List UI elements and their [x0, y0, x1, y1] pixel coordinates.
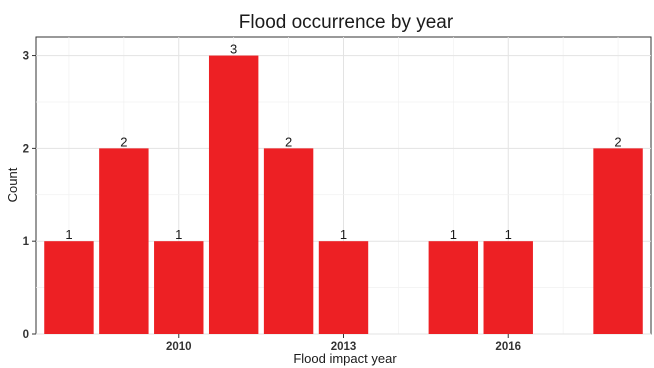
- data-label: 1: [450, 227, 457, 242]
- x-axis: 2010 2013 2016: [166, 334, 521, 353]
- y-tick-label: 2: [23, 143, 29, 155]
- data-label: 3: [230, 42, 237, 57]
- x-tick-label: 2013: [331, 341, 357, 353]
- bar: [44, 241, 94, 334]
- data-label: 2: [120, 134, 127, 149]
- bar: [428, 241, 479, 334]
- data-label: 2: [614, 134, 621, 149]
- y-tick-label: 3: [23, 51, 29, 63]
- y-axis: 0 1 2 3: [23, 51, 36, 341]
- data-labels: 1 2 1 3 2 1 1 1 2: [65, 42, 621, 243]
- x-tick-label: 2010: [166, 341, 192, 353]
- bar: [263, 148, 314, 334]
- chart-title: Flood occurrence by year: [239, 12, 454, 33]
- x-tick-label: 2016: [495, 341, 521, 353]
- bar: [99, 148, 149, 334]
- x-axis-title: Flood impact year: [293, 351, 397, 366]
- data-label: 1: [65, 227, 72, 242]
- bars: [44, 55, 643, 334]
- bar: [593, 148, 643, 334]
- data-label: 1: [175, 227, 182, 242]
- data-label: 1: [505, 227, 512, 242]
- data-label: 2: [285, 134, 292, 149]
- data-label: 1: [340, 227, 347, 242]
- bar: [318, 241, 369, 334]
- bar: [208, 55, 259, 334]
- y-tick-label: 0: [23, 329, 29, 341]
- y-tick-label: 1: [23, 236, 30, 248]
- y-axis-title: Count: [5, 167, 20, 202]
- bar: [483, 241, 533, 334]
- bar: [154, 241, 204, 334]
